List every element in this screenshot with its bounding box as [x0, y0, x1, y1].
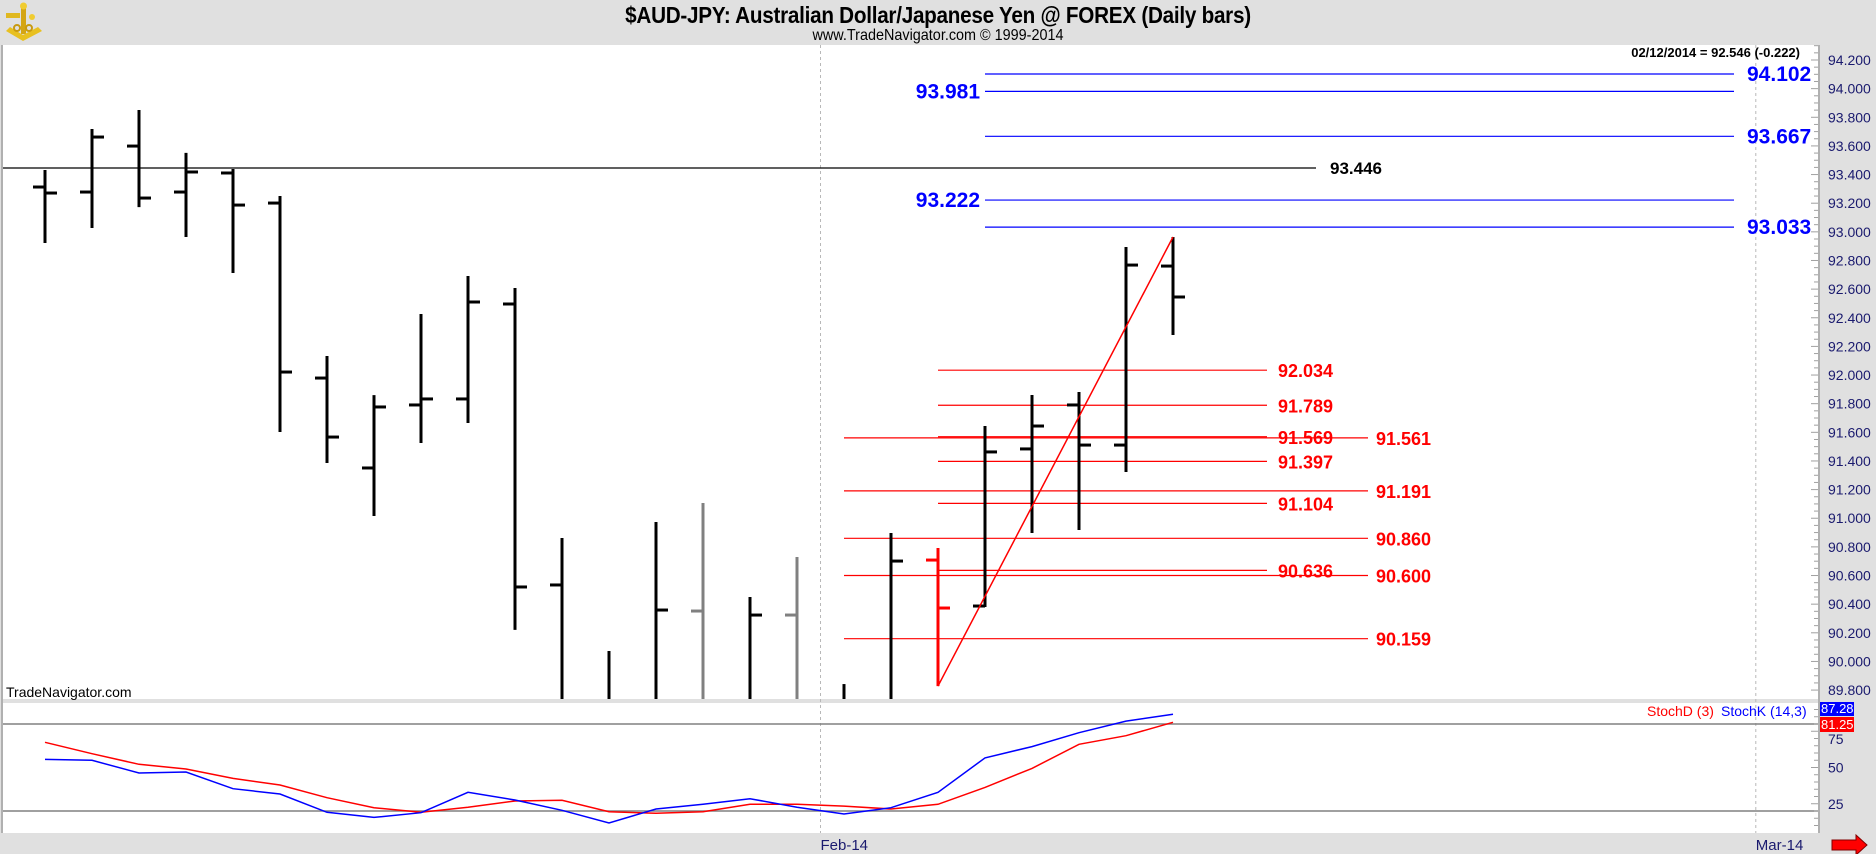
price-axis-label: 90.200 [1828, 625, 1871, 641]
fib-level-label: 93.222 [916, 189, 980, 212]
ohlc-bar [315, 355, 339, 463]
chart-subtitle: www.TradeNavigator.com © 1999-2014 [812, 27, 1064, 44]
price-panel [3, 45, 1818, 699]
legend-stoch-k: StochK (14,3) [1721, 703, 1807, 719]
price-axis-label: 90.000 [1828, 653, 1871, 669]
ohlc-bar [33, 169, 57, 244]
date-axis-label: Feb-14 [821, 837, 869, 854]
stoch-k-value-badge [1820, 702, 1854, 716]
price-axis-label: 91.200 [1828, 482, 1871, 498]
price-axis-label: 92.800 [1828, 252, 1871, 268]
fib-retracement-label: 90.636 [1278, 561, 1333, 581]
ohlc-bar [456, 275, 480, 424]
ohlc-bar [785, 557, 799, 699]
price-axis-label: 91.000 [1828, 510, 1871, 526]
stochastic-panel [3, 703, 1818, 833]
fib-level-label: 93.033 [1747, 216, 1811, 239]
sextant-icon [6, 2, 42, 41]
fib-retracement-label: 91.569 [1278, 428, 1333, 448]
fib-retracement-label: 91.397 [1278, 452, 1333, 472]
ohlc-bar [127, 109, 151, 208]
watermark: TradeNavigator.com [6, 684, 132, 700]
fib-extension-label: 91.561 [1376, 429, 1431, 449]
price-axis-label: 89.800 [1828, 682, 1871, 698]
stoch-k-value: 87.28 [1821, 701, 1854, 716]
ohlc-bar [221, 168, 245, 273]
price-axis-label: 94.000 [1828, 81, 1871, 97]
chart-title: $AUD-JPY: Australian Dollar/Japanese Yen… [625, 2, 1251, 28]
price-axis-label: 91.800 [1828, 396, 1871, 412]
stoch-d-value: 81.25 [1821, 717, 1854, 732]
ohlc-bar [889, 532, 903, 699]
ohlc-bar [1020, 394, 1044, 533]
ohlc-bar [503, 287, 527, 630]
fib-retracement-label: 91.104 [1278, 494, 1333, 514]
swing-trend-line [937, 236, 1174, 687]
fib-level-label: 93.667 [1747, 125, 1811, 148]
ohlc-bar [268, 196, 292, 433]
ohlc-bar [362, 395, 386, 516]
price-axis-label: 93.000 [1828, 224, 1871, 240]
ohlc-bar [691, 503, 705, 699]
ohlc-bar [1114, 247, 1138, 472]
price-axis-label: 93.600 [1828, 138, 1871, 154]
fib-level-label: 93.981 [916, 80, 981, 103]
ohlc-bar [1067, 391, 1091, 530]
fib-extension-label: 90.600 [1376, 567, 1431, 587]
ohlc-bar [926, 548, 950, 687]
ohlc-bar [1161, 236, 1185, 335]
stoch-d-line [44, 721, 1174, 815]
scroll-right-button[interactable] [1831, 833, 1868, 854]
stoch-d-value-badge [1820, 717, 1854, 732]
legend-stoch-d: StochD (3) [1647, 703, 1714, 719]
price-axis-label: 91.600 [1828, 424, 1871, 440]
ohlc-bar [80, 129, 104, 228]
stoch-axis-label: 25 [1828, 796, 1844, 812]
fib-level-label: 94.102 [1747, 63, 1811, 86]
ohlc-bar [409, 314, 433, 444]
fib-extension-label: 90.860 [1376, 529, 1431, 549]
price-axis-label: 93.200 [1828, 195, 1871, 211]
ohlc-bar [654, 521, 668, 699]
fib-extension-label: 90.159 [1376, 630, 1431, 650]
ohlc-bar [973, 426, 997, 608]
fib-retracement-label: 92.034 [1278, 361, 1333, 381]
price-axis-label: 92.600 [1828, 281, 1871, 297]
ohlc-bar [748, 597, 762, 699]
stoch-axis-label: 75 [1828, 731, 1844, 747]
price-axis-label: 91.400 [1828, 453, 1871, 469]
stoch-k-line [44, 713, 1174, 824]
fib-extension-label: 91.191 [1376, 482, 1431, 502]
price-axis-label: 94.200 [1828, 52, 1871, 68]
price-readout: 02/12/2014 = 92.546 (-0.222) [1631, 45, 1800, 60]
ohlc-bar [174, 152, 198, 237]
right-arrow-icon[interactable] [1831, 833, 1868, 854]
price-axis-label: 90.800 [1828, 539, 1871, 555]
price-axis-label: 90.400 [1828, 596, 1871, 612]
fib-retracement-label: 91.789 [1278, 396, 1333, 416]
ohlc-bar [550, 538, 564, 699]
stoch-axis-label: 50 [1828, 760, 1844, 776]
price-axis-label: 92.000 [1828, 367, 1871, 383]
date-axis-label: Mar-14 [1756, 837, 1804, 854]
level-label: 93.446 [1330, 159, 1382, 178]
price-axis-label: 93.400 [1828, 167, 1871, 183]
price-axis-label: 92.400 [1828, 310, 1871, 326]
price-axis-label: 93.800 [1828, 109, 1871, 125]
price-axis-label: 92.200 [1828, 338, 1871, 354]
price-axis-label: 90.600 [1828, 568, 1871, 584]
